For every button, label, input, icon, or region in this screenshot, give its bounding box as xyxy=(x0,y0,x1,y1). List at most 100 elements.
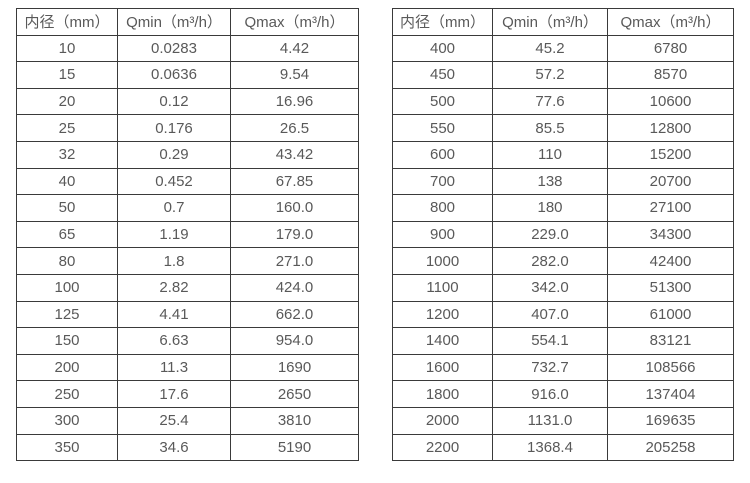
table-cell: 6.63 xyxy=(117,327,231,355)
table-row: 900 229.0 34300 xyxy=(392,220,734,249)
table-cell: 25.4 xyxy=(117,406,231,435)
table-cell: 5190 xyxy=(230,433,359,462)
table-cell: 9.54 xyxy=(230,61,359,89)
table-cell: 80 xyxy=(16,247,118,275)
table-row: 500 77.6 10600 xyxy=(392,87,734,116)
table-row: 350 34.6 5190 xyxy=(16,433,359,462)
table-cell: 0.0283 xyxy=(117,34,231,63)
table-cell: 916.0 xyxy=(492,380,608,408)
table-header: 内径（mm） Qmin（m³/h） Qmax（m³/h） xyxy=(16,8,359,36)
table-row: 2200 1368.4 205258 xyxy=(392,433,734,462)
table-cell: 150 xyxy=(16,327,118,355)
header-cell: 内径（mm） xyxy=(392,8,493,36)
table-cell: 108566 xyxy=(607,353,734,382)
table-cell: 32 xyxy=(16,140,118,169)
table-row: 700 138 20700 xyxy=(392,167,734,196)
table-cell: 0.7 xyxy=(117,194,231,222)
table-body: 400 45.2 6780 450 57.2 8570 500 77.6 10600 550 85.… xyxy=(392,34,734,462)
table-cell: 50 xyxy=(16,194,118,222)
table-cell: 250 xyxy=(16,380,118,408)
table-cell: 0.452 xyxy=(117,167,231,196)
table-cell: 1400 xyxy=(392,327,493,355)
table-cell: 137404 xyxy=(607,380,734,408)
table-cell: 3810 xyxy=(230,406,359,435)
table-row: 1400 554.1 83121 xyxy=(392,327,734,355)
table-row: 1600 732.7 108566 xyxy=(392,353,734,382)
table-cell: 4.41 xyxy=(117,300,231,329)
flow-table-small-diameters: 内径（mm） Qmin（m³/h） Qmax（m³/h） 10 0.0283 4.42 1… xyxy=(16,8,359,462)
table-cell: 42400 xyxy=(607,247,734,275)
header-row: 内径（mm） Qmin（m³/h） Qmax（m³/h） xyxy=(16,8,359,36)
table-cell: 160.0 xyxy=(230,194,359,222)
table-cell: 1368.4 xyxy=(492,433,608,462)
table-cell: 17.6 xyxy=(117,380,231,408)
table-cell: 282.0 xyxy=(492,247,608,275)
table-cell: 2000 xyxy=(392,406,493,435)
table-cell: 0.0636 xyxy=(117,61,231,89)
table-row: 1000 282.0 42400 xyxy=(392,247,734,275)
table-cell: 554.1 xyxy=(492,327,608,355)
table-row: 10 0.0283 4.42 xyxy=(16,34,359,63)
table-cell: 10600 xyxy=(607,87,734,116)
table-cell: 662.0 xyxy=(230,300,359,329)
table-row: 300 25.4 3810 xyxy=(16,406,359,435)
table-cell: 15200 xyxy=(607,140,734,169)
table-cell: 20 xyxy=(16,87,118,116)
table-cell: 83121 xyxy=(607,327,734,355)
table-cell: 4.42 xyxy=(230,34,359,63)
table-row: 65 1.19 179.0 xyxy=(16,220,359,249)
table-cell: 26.5 xyxy=(230,114,359,142)
table-cell: 350 xyxy=(16,433,118,462)
table-cell: 6780 xyxy=(607,34,734,63)
table-cell: 25 xyxy=(16,114,118,142)
table-cell: 11.3 xyxy=(117,353,231,382)
table-cell: 27100 xyxy=(607,194,734,222)
table-row: 600 110 15200 xyxy=(392,140,734,169)
header-cell: Qmin（m³/h） xyxy=(117,8,231,36)
table-row: 450 57.2 8570 xyxy=(392,61,734,89)
table-cell: 43.42 xyxy=(230,140,359,169)
table-cell: 138 xyxy=(492,167,608,196)
table-row: 80 1.8 271.0 xyxy=(16,247,359,275)
table-cell: 732.7 xyxy=(492,353,608,382)
table-cell: 1800 xyxy=(392,380,493,408)
table-row: 25 0.176 26.5 xyxy=(16,114,359,142)
table-cell: 16.96 xyxy=(230,87,359,116)
table-row: 150 6.63 954.0 xyxy=(16,327,359,355)
table-cell: 2650 xyxy=(230,380,359,408)
flow-table-large-diameters: 内径（mm） Qmin（m³/h） Qmax（m³/h） 400 45.2 6780 45… xyxy=(392,8,734,462)
table-row: 32 0.29 43.42 xyxy=(16,140,359,169)
table-row: 550 85.5 12800 xyxy=(392,114,734,142)
table-cell: 550 xyxy=(392,114,493,142)
table-header: 内径（mm） Qmin（m³/h） Qmax（m³/h） xyxy=(392,8,734,36)
table-cell: 205258 xyxy=(607,433,734,462)
table-cell: 700 xyxy=(392,167,493,196)
table-cell: 67.85 xyxy=(230,167,359,196)
table-body: 10 0.0283 4.42 15 0.0636 9.54 20 0.12 16.96 25 0.1… xyxy=(16,34,359,462)
table-cell: 34.6 xyxy=(117,433,231,462)
table-cell: 85.5 xyxy=(492,114,608,142)
table-cell: 407.0 xyxy=(492,300,608,329)
table-cell: 2200 xyxy=(392,433,493,462)
table-row: 125 4.41 662.0 xyxy=(16,300,359,329)
table-cell: 20700 xyxy=(607,167,734,196)
table-cell: 1.8 xyxy=(117,247,231,275)
table-cell: 300 xyxy=(16,406,118,435)
table-cell: 424.0 xyxy=(230,273,359,302)
table-row: 800 180 27100 xyxy=(392,194,734,222)
table-cell: 800 xyxy=(392,194,493,222)
table-cell: 1600 xyxy=(392,353,493,382)
table-cell: 12800 xyxy=(607,114,734,142)
table-row: 2000 1131.0 169635 xyxy=(392,406,734,435)
table-row: 400 45.2 6780 xyxy=(392,34,734,63)
table-cell: 100 xyxy=(16,273,118,302)
table-cell: 57.2 xyxy=(492,61,608,89)
table-cell: 0.29 xyxy=(117,140,231,169)
table-cell: 271.0 xyxy=(230,247,359,275)
table-cell: 200 xyxy=(16,353,118,382)
header-row: 内径（mm） Qmin（m³/h） Qmax（m³/h） xyxy=(392,8,734,36)
table-row: 50 0.7 160.0 xyxy=(16,194,359,222)
table-cell: 1100 xyxy=(392,273,493,302)
table-row: 1200 407.0 61000 xyxy=(392,300,734,329)
table-cell: 15 xyxy=(16,61,118,89)
